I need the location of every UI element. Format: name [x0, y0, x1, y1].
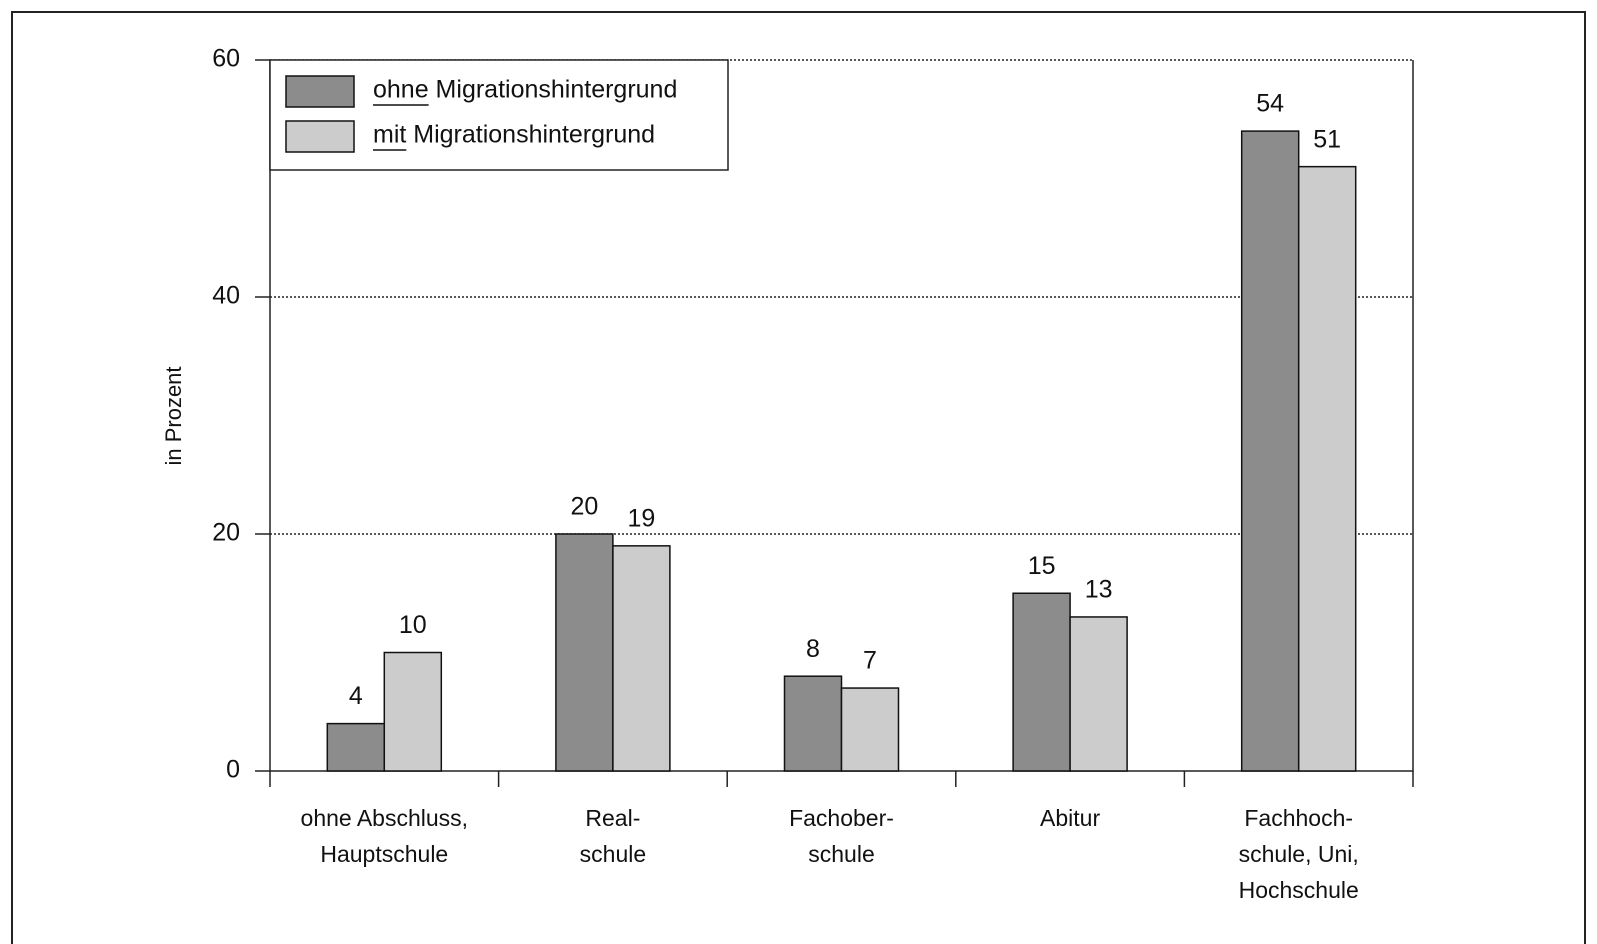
value-label: 7 — [863, 647, 877, 675]
legend-swatch — [285, 120, 355, 153]
bar — [326, 722, 386, 772]
x-tick-label: schule — [580, 841, 646, 867]
legend-label: mit Migrationshintergrund — [373, 121, 655, 149]
value-label: 54 — [1256, 90, 1284, 118]
bar — [383, 651, 443, 772]
x-tick-label: schule, Uni, — [1239, 841, 1359, 867]
bar — [840, 687, 900, 772]
value-label: 19 — [627, 504, 655, 532]
x-tick-label: ohne Abschluss, — [301, 805, 469, 831]
y-tick-label: 60 — [212, 45, 240, 73]
legend-swatch — [285, 75, 355, 108]
y-axis-label: in Prozent — [161, 366, 186, 465]
bar — [783, 675, 843, 772]
bar — [555, 533, 614, 772]
x-tick-label: Abitur — [1040, 805, 1100, 831]
x-tick-label: Real- — [585, 805, 640, 831]
y-tick-label: 20 — [212, 519, 240, 547]
x-tick-label: Fachober- — [789, 805, 894, 831]
y-tick-label: 40 — [212, 282, 240, 310]
value-label: 13 — [1085, 576, 1113, 604]
value-label: 10 — [399, 611, 427, 639]
x-tick-label: Hochschule — [1239, 877, 1359, 903]
x-tick-label: Fachhoch- — [1244, 805, 1353, 831]
value-label: 4 — [349, 682, 363, 710]
value-label: 51 — [1313, 125, 1341, 153]
value-label: 15 — [1028, 552, 1056, 580]
legend-label: ohne Migrationshintergrund — [373, 76, 677, 104]
y-tick-label: 0 — [226, 756, 240, 784]
value-label: 8 — [806, 635, 820, 663]
bar — [1297, 165, 1357, 772]
bar — [1240, 130, 1300, 772]
bar — [1069, 616, 1128, 772]
x-tick-label: Hauptschule — [320, 841, 448, 867]
bar — [612, 545, 671, 772]
bar — [1012, 592, 1071, 772]
x-tick-label: schule — [808, 841, 874, 867]
value-label: 20 — [570, 493, 598, 521]
frame — [11, 11, 1586, 944]
